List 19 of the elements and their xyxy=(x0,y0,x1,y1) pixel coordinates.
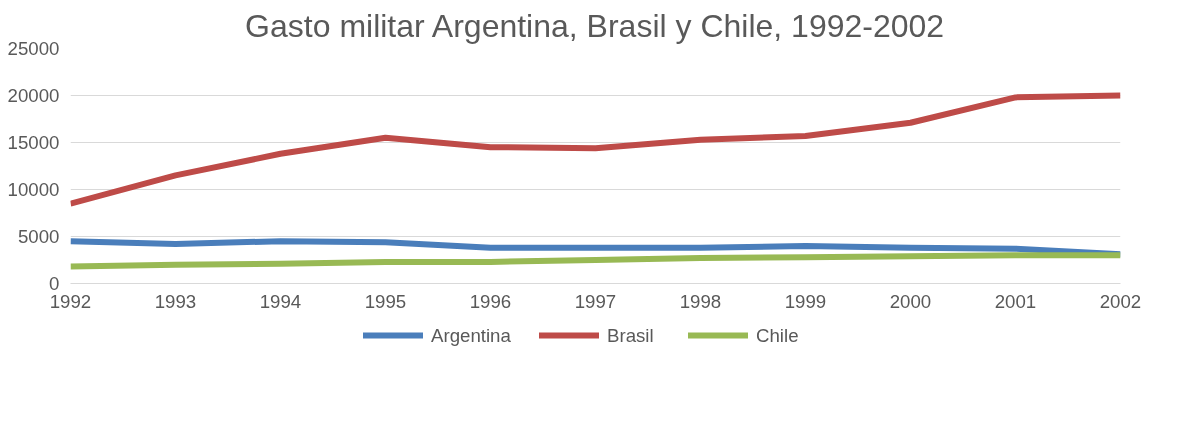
x-tick-label: 2001 xyxy=(994,290,1037,312)
y-tick-label: 10000 xyxy=(7,179,60,200)
legend-label: Chile xyxy=(756,325,799,346)
legend-label: Brasil xyxy=(607,325,654,346)
x-tick-label: 2000 xyxy=(889,290,932,312)
legend-label: Argentina xyxy=(431,325,512,346)
y-tick-label: 20000 xyxy=(7,85,60,106)
x-tick-label: 1994 xyxy=(259,290,302,312)
x-tick-label: 1993 xyxy=(154,290,197,312)
x-tick-label: 1997 xyxy=(574,290,617,312)
y-tick-label: 25000 xyxy=(7,38,60,59)
y-tick-label: 5000 xyxy=(18,226,60,247)
x-tick-label: 1996 xyxy=(469,290,512,312)
x-tick-label: 2002 xyxy=(1099,290,1142,312)
x-tick-label: 1998 xyxy=(679,290,722,312)
y-tick-label: 15000 xyxy=(7,132,60,153)
x-tick-label: 1999 xyxy=(784,290,827,312)
x-tick-label: 1995 xyxy=(364,290,407,312)
chart-title: Gasto militar Argentina, Brasil y Chile, 1992-2002 xyxy=(245,7,945,44)
